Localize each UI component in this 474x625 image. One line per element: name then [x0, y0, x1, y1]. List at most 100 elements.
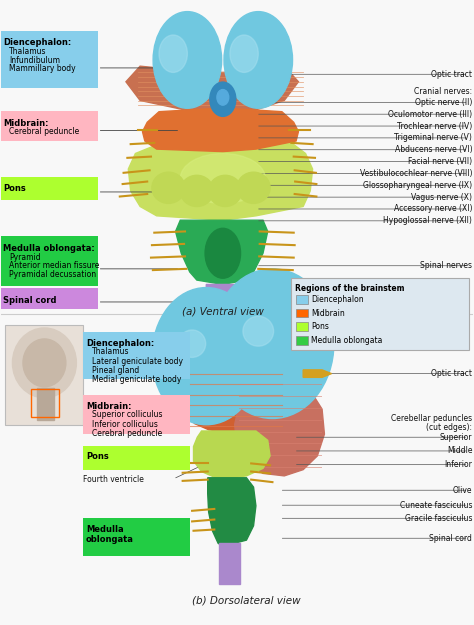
Bar	[296, 309, 308, 318]
Text: Olive: Olive	[453, 486, 473, 495]
Ellipse shape	[153, 12, 222, 108]
Ellipse shape	[243, 316, 273, 346]
Bar	[0, 236, 98, 286]
Polygon shape	[235, 375, 324, 476]
Polygon shape	[143, 108, 299, 152]
Text: Lateral geniculate body: Lateral geniculate body	[92, 357, 183, 366]
Text: Midbrain: Midbrain	[311, 309, 345, 318]
Ellipse shape	[180, 154, 265, 203]
Text: Fourth ventricle: Fourth ventricle	[83, 474, 144, 484]
Text: Accessory nerve (XI): Accessory nerve (XI)	[394, 204, 473, 214]
Text: (cut edges):: (cut edges):	[426, 423, 473, 432]
Bar	[219, 543, 240, 584]
Text: Pineal gland: Pineal gland	[92, 366, 139, 375]
Bar	[36, 388, 54, 420]
Polygon shape	[175, 220, 268, 284]
Bar	[296, 336, 308, 345]
Text: Facial nerve (VII): Facial nerve (VII)	[408, 157, 473, 166]
Ellipse shape	[209, 175, 242, 206]
Text: Cranial nerves:: Cranial nerves:	[414, 87, 473, 96]
Bar	[83, 518, 190, 556]
Polygon shape	[208, 478, 256, 546]
Polygon shape	[193, 431, 270, 479]
Bar	[0, 111, 98, 141]
Text: Midbrain:: Midbrain:	[86, 402, 131, 411]
Text: Diencephalon: Diencephalon	[311, 295, 364, 304]
Polygon shape	[303, 370, 331, 378]
Ellipse shape	[217, 89, 229, 105]
Polygon shape	[185, 369, 284, 432]
Text: Trochlear nerve (IV): Trochlear nerve (IV)	[397, 121, 473, 131]
Text: Diencephalon:: Diencephalon:	[3, 38, 71, 47]
Text: Superior: Superior	[440, 432, 473, 442]
Bar	[296, 322, 308, 331]
Text: Trigeminal nerve (V): Trigeminal nerve (V)	[394, 133, 473, 142]
Text: Medulla
oblongata: Medulla oblongata	[86, 524, 134, 544]
Text: Inferior colliculus: Inferior colliculus	[92, 420, 158, 429]
Text: Optic nerve (II): Optic nerve (II)	[415, 98, 473, 107]
Text: Pyramid: Pyramid	[9, 253, 41, 262]
Text: Thalamus: Thalamus	[9, 47, 47, 56]
Ellipse shape	[152, 173, 185, 203]
Polygon shape	[128, 137, 313, 220]
Text: Spinal cord: Spinal cord	[3, 296, 56, 304]
Text: Infundibulum: Infundibulum	[9, 56, 60, 64]
Ellipse shape	[179, 330, 206, 357]
Text: (b) Dorsolateral view: (b) Dorsolateral view	[192, 596, 301, 606]
Text: Medial geniculate body: Medial geniculate body	[92, 376, 181, 384]
Ellipse shape	[211, 269, 334, 419]
Text: Spinal cord: Spinal cord	[429, 534, 473, 542]
Text: Pons: Pons	[3, 184, 26, 193]
Text: Cuneate fasciculus: Cuneate fasciculus	[400, 501, 473, 510]
Text: Glossopharyngeal nerve (IX): Glossopharyngeal nerve (IX)	[363, 181, 473, 190]
Bar	[83, 446, 190, 469]
Text: Vagus nerve (X): Vagus nerve (X)	[411, 192, 473, 202]
Text: Pyramidal decussation: Pyramidal decussation	[9, 270, 96, 279]
Text: Regions of the brainstem: Regions of the brainstem	[295, 284, 405, 294]
Ellipse shape	[159, 35, 187, 72]
Text: Medulla oblongata:: Medulla oblongata:	[3, 244, 95, 253]
Ellipse shape	[210, 82, 236, 116]
Ellipse shape	[12, 328, 76, 398]
Text: Anterior median fissure: Anterior median fissure	[9, 261, 100, 271]
Text: Abducens nerve (VI): Abducens nerve (VI)	[395, 145, 473, 154]
Text: Hypoglossal nerve (XII): Hypoglossal nerve (XII)	[383, 216, 473, 226]
Bar	[296, 295, 308, 304]
Text: Optic tract: Optic tract	[431, 369, 473, 378]
Bar	[0, 288, 98, 309]
Ellipse shape	[230, 35, 258, 72]
Text: Cerebral peduncle: Cerebral peduncle	[92, 429, 162, 438]
Text: Medulla oblongata: Medulla oblongata	[311, 336, 383, 345]
Ellipse shape	[152, 288, 261, 425]
Text: Cerebral peduncle: Cerebral peduncle	[9, 127, 80, 136]
Text: Oculomotor nerve (III): Oculomotor nerve (III)	[388, 110, 473, 119]
Bar	[5, 325, 83, 425]
Bar	[0, 31, 98, 88]
Bar	[209, 312, 237, 331]
Text: Midbrain:: Midbrain:	[3, 119, 48, 127]
Text: Mammillary body: Mammillary body	[9, 64, 76, 73]
Bar	[31, 389, 59, 418]
Text: Pons: Pons	[311, 322, 329, 331]
Text: Pons: Pons	[86, 452, 109, 461]
Text: Cerebellar peduncles: Cerebellar peduncles	[391, 414, 473, 423]
Bar	[83, 332, 190, 379]
Text: Inferior: Inferior	[445, 460, 473, 469]
Ellipse shape	[205, 228, 240, 278]
Bar	[83, 396, 190, 434]
Text: Vestibulocochlear nerve (VIII): Vestibulocochlear nerve (VIII)	[360, 169, 473, 178]
Polygon shape	[206, 284, 239, 316]
Ellipse shape	[180, 175, 213, 206]
Text: Thalamus: Thalamus	[92, 348, 129, 356]
Ellipse shape	[23, 339, 66, 387]
Text: (a) Ventral view: (a) Ventral view	[182, 306, 264, 316]
Text: Spinal nerves: Spinal nerves	[420, 261, 473, 270]
Bar	[0, 176, 98, 200]
Ellipse shape	[237, 173, 270, 203]
Polygon shape	[126, 66, 299, 116]
Text: Optic tract: Optic tract	[431, 70, 473, 79]
Bar	[292, 278, 469, 350]
Text: Diencephalon:: Diencephalon:	[86, 339, 154, 348]
Ellipse shape	[224, 12, 292, 108]
Text: Middle: Middle	[447, 446, 473, 456]
